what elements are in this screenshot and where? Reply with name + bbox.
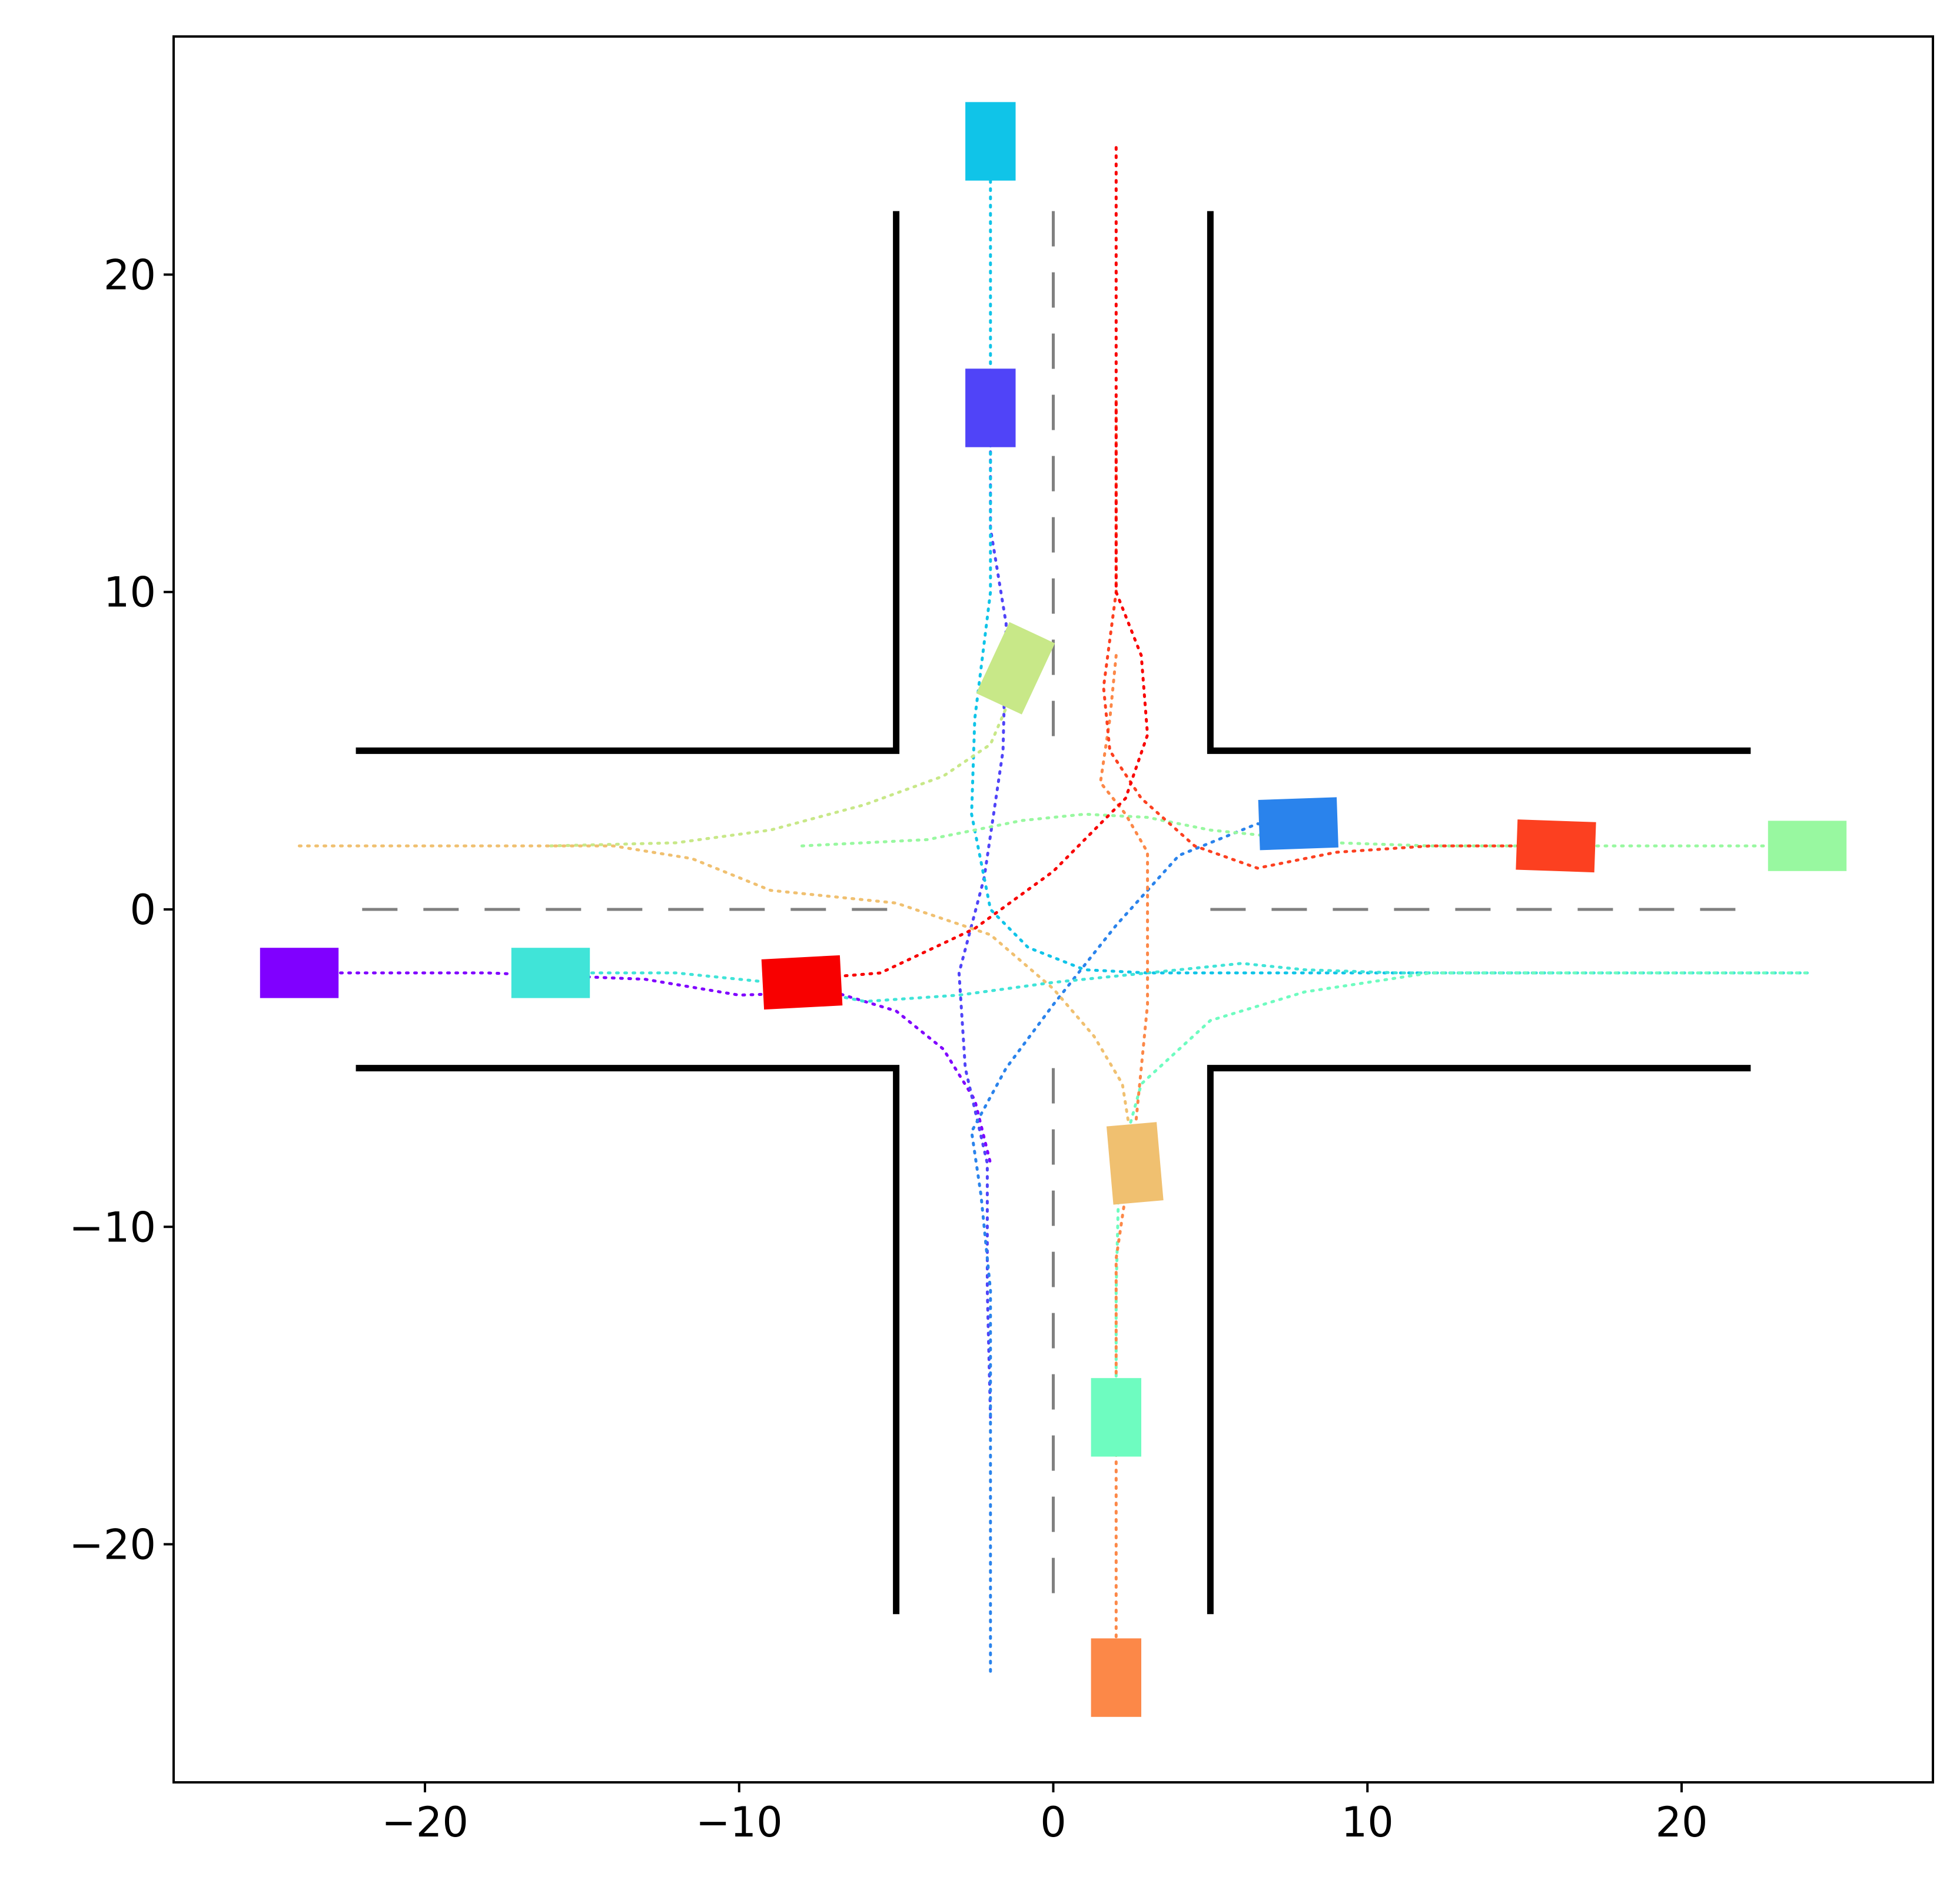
vehicle-marker	[1768, 821, 1847, 871]
trajectory-line	[298, 844, 1137, 1165]
plot-area	[260, 102, 1847, 1717]
lane-center-lines	[362, 211, 1745, 1608]
trajectory-line	[800, 146, 1150, 981]
vehicle-marker	[965, 102, 1016, 181]
y-tick-label: 20	[104, 251, 156, 299]
y-tick-label: −20	[69, 1521, 156, 1569]
vehicle-marker	[976, 622, 1055, 715]
vehicles	[260, 102, 1847, 1717]
vehicle-marker	[1091, 1638, 1142, 1717]
vehicle-marker	[1516, 819, 1596, 873]
x-tick-label: −10	[696, 1798, 783, 1846]
y-tick-label: 10	[104, 569, 156, 617]
road-edge	[356, 211, 900, 754]
vehicle-marker	[260, 948, 339, 998]
y-axis-ticks: −20 −10 0 10 20	[69, 251, 174, 1569]
trajectory-line	[1098, 654, 1150, 1673]
vehicle-marker	[1091, 1378, 1142, 1457]
vehicle-marker	[965, 368, 1016, 447]
trajectory-line	[800, 812, 1809, 848]
road-edge	[1207, 211, 1751, 754]
y-tick-label: 0	[129, 886, 156, 934]
vehicle-marker	[761, 955, 843, 1010]
vehicle-marker	[1106, 1122, 1164, 1205]
y-tick-label: −10	[69, 1203, 156, 1251]
x-tick-label: 0	[1040, 1798, 1067, 1846]
trajectory-line	[1114, 971, 1809, 1419]
road-edge	[356, 1065, 900, 1615]
road-edges	[356, 211, 1751, 1615]
trajectory-line	[957, 400, 1008, 1419]
x-axis-ticks: −20 −10 0 10 20	[381, 1782, 1708, 1846]
road-edge	[1207, 1065, 1751, 1615]
trajectory-line	[549, 962, 1809, 1003]
x-tick-label: 10	[1341, 1798, 1394, 1846]
trajectory-line	[970, 822, 1306, 1673]
trajectory-line	[549, 670, 1024, 848]
vehicle-marker	[1258, 797, 1338, 851]
x-tick-label: −20	[381, 1798, 469, 1846]
vehicle-marker	[511, 948, 590, 998]
x-tick-label: 20	[1655, 1798, 1707, 1846]
trajectories	[298, 146, 1809, 1673]
